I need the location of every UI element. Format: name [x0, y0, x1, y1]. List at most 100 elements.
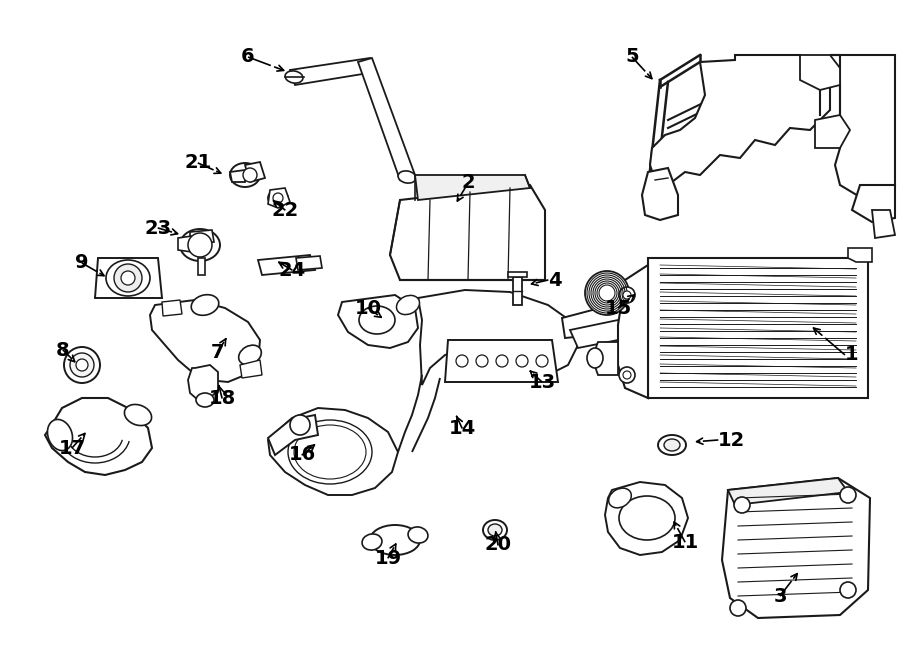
- Ellipse shape: [516, 355, 528, 367]
- Text: 22: 22: [272, 200, 299, 219]
- Ellipse shape: [273, 193, 283, 203]
- Polygon shape: [852, 185, 895, 222]
- Polygon shape: [268, 415, 318, 455]
- Polygon shape: [245, 162, 265, 182]
- Text: 18: 18: [209, 389, 236, 407]
- Ellipse shape: [76, 359, 88, 371]
- Polygon shape: [190, 230, 214, 244]
- Ellipse shape: [496, 355, 508, 367]
- Polygon shape: [418, 290, 578, 385]
- Ellipse shape: [840, 582, 856, 598]
- Polygon shape: [800, 55, 840, 90]
- Text: 8: 8: [56, 340, 70, 360]
- Polygon shape: [650, 55, 830, 185]
- Ellipse shape: [114, 264, 142, 292]
- Text: 17: 17: [58, 438, 86, 457]
- Polygon shape: [296, 256, 322, 270]
- Ellipse shape: [196, 393, 214, 407]
- Ellipse shape: [285, 71, 303, 83]
- Text: 4: 4: [548, 270, 562, 290]
- Polygon shape: [648, 258, 868, 398]
- Ellipse shape: [488, 524, 502, 536]
- Ellipse shape: [124, 405, 151, 426]
- Ellipse shape: [623, 371, 631, 379]
- Polygon shape: [358, 58, 415, 180]
- Ellipse shape: [587, 348, 603, 368]
- Polygon shape: [162, 300, 182, 316]
- Text: 10: 10: [355, 299, 382, 317]
- Ellipse shape: [106, 260, 150, 296]
- Polygon shape: [605, 482, 688, 555]
- Ellipse shape: [619, 367, 635, 383]
- Ellipse shape: [290, 415, 310, 435]
- Ellipse shape: [70, 353, 94, 377]
- Ellipse shape: [398, 171, 416, 183]
- Ellipse shape: [664, 439, 680, 451]
- Polygon shape: [240, 360, 262, 378]
- Polygon shape: [268, 408, 398, 495]
- Ellipse shape: [730, 600, 746, 616]
- Polygon shape: [592, 342, 618, 375]
- Polygon shape: [872, 210, 895, 238]
- Ellipse shape: [370, 525, 420, 555]
- Ellipse shape: [483, 520, 507, 540]
- Polygon shape: [95, 258, 162, 298]
- Ellipse shape: [408, 527, 427, 543]
- Polygon shape: [178, 236, 192, 252]
- Ellipse shape: [268, 190, 288, 206]
- Text: 2: 2: [461, 173, 475, 192]
- Ellipse shape: [238, 345, 261, 365]
- Polygon shape: [268, 188, 290, 208]
- Polygon shape: [508, 272, 527, 277]
- Text: 11: 11: [671, 533, 698, 551]
- Text: 6: 6: [241, 48, 255, 67]
- Ellipse shape: [121, 271, 135, 285]
- Ellipse shape: [243, 168, 257, 182]
- Ellipse shape: [397, 295, 419, 315]
- Polygon shape: [188, 365, 218, 400]
- Polygon shape: [815, 115, 850, 148]
- Polygon shape: [230, 170, 245, 182]
- Text: 19: 19: [374, 549, 401, 568]
- Polygon shape: [728, 478, 848, 505]
- Text: 20: 20: [484, 535, 511, 555]
- Polygon shape: [290, 58, 375, 85]
- Ellipse shape: [536, 355, 548, 367]
- Polygon shape: [618, 265, 648, 398]
- Polygon shape: [570, 320, 628, 348]
- Text: 9: 9: [76, 254, 89, 272]
- Ellipse shape: [188, 233, 212, 257]
- Polygon shape: [722, 478, 870, 618]
- Ellipse shape: [658, 435, 686, 455]
- Polygon shape: [445, 340, 558, 382]
- Text: 13: 13: [528, 373, 555, 391]
- Text: 7: 7: [212, 342, 225, 362]
- Text: 1: 1: [845, 346, 859, 364]
- Text: 24: 24: [278, 260, 306, 280]
- Polygon shape: [390, 185, 545, 280]
- Ellipse shape: [456, 355, 468, 367]
- Polygon shape: [513, 277, 522, 305]
- Text: 3: 3: [773, 586, 787, 605]
- Polygon shape: [830, 55, 895, 200]
- Ellipse shape: [191, 295, 219, 315]
- Ellipse shape: [619, 287, 635, 303]
- Polygon shape: [642, 168, 678, 220]
- Text: 15: 15: [605, 299, 632, 317]
- Ellipse shape: [608, 488, 631, 508]
- Ellipse shape: [619, 496, 675, 540]
- Polygon shape: [848, 248, 872, 262]
- Polygon shape: [198, 258, 205, 275]
- Text: 21: 21: [184, 153, 212, 173]
- Ellipse shape: [840, 487, 856, 503]
- Polygon shape: [45, 398, 152, 475]
- Ellipse shape: [359, 306, 395, 334]
- Polygon shape: [415, 175, 530, 200]
- Text: 5: 5: [626, 48, 639, 67]
- Ellipse shape: [362, 534, 382, 550]
- Polygon shape: [258, 255, 315, 275]
- Polygon shape: [562, 298, 635, 338]
- Ellipse shape: [230, 163, 260, 187]
- Ellipse shape: [623, 291, 631, 299]
- Text: 14: 14: [448, 418, 475, 438]
